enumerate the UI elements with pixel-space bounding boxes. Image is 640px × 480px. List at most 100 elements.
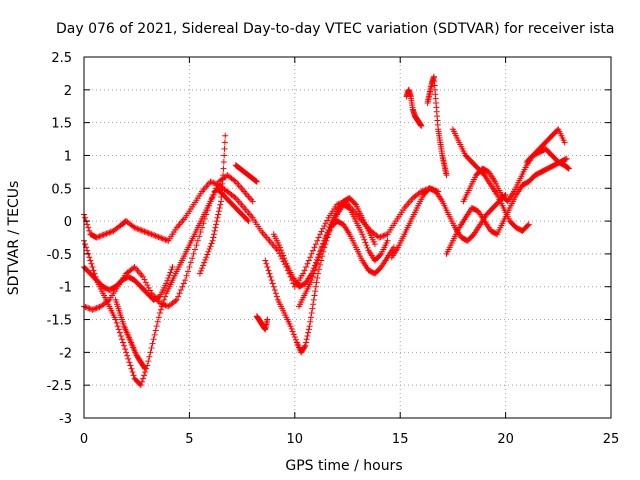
data-point xyxy=(84,221,91,228)
data-point xyxy=(215,208,222,215)
data-point xyxy=(89,306,96,313)
data-point xyxy=(99,232,106,239)
data-point xyxy=(311,292,318,299)
data-point xyxy=(231,194,238,201)
data-point xyxy=(210,191,217,198)
data-point xyxy=(177,287,184,294)
data-point xyxy=(145,230,152,237)
data-point xyxy=(135,226,142,233)
data-point xyxy=(210,234,217,241)
data-point xyxy=(163,302,170,309)
data-point xyxy=(301,267,308,274)
series-trace-b xyxy=(81,185,252,389)
y-tick-label: -1.5 xyxy=(47,314,72,329)
x-tick-label: 20 xyxy=(497,432,514,447)
data-point xyxy=(116,329,123,336)
data-point xyxy=(269,280,276,287)
data-point xyxy=(213,185,220,192)
data-point xyxy=(524,222,531,229)
y-tick-label: 2.5 xyxy=(51,51,72,66)
data-point xyxy=(265,267,272,274)
data-point xyxy=(267,273,274,280)
data-point xyxy=(220,159,227,166)
series-trace-k xyxy=(296,195,378,310)
data-point xyxy=(145,358,152,365)
data-point xyxy=(314,257,321,264)
data-point xyxy=(565,165,572,172)
data-point xyxy=(137,382,144,389)
data-point xyxy=(112,316,119,323)
x-tick-label: 10 xyxy=(287,432,304,447)
data-point xyxy=(264,316,271,323)
data-point xyxy=(193,242,200,249)
data-point xyxy=(152,327,159,334)
series-trace-g xyxy=(253,313,271,333)
data-point xyxy=(210,231,217,238)
data-point xyxy=(184,268,191,275)
series-trace-i xyxy=(262,201,391,356)
data-point xyxy=(197,229,204,236)
data-point xyxy=(272,290,279,297)
data-point xyxy=(221,145,228,152)
data-point xyxy=(183,272,190,279)
data-point xyxy=(150,336,157,343)
data-point xyxy=(319,244,326,251)
data-point xyxy=(154,318,161,325)
data-point xyxy=(213,221,220,228)
data-point xyxy=(93,305,100,312)
data-point xyxy=(156,234,163,241)
data-point xyxy=(137,226,144,233)
data-point xyxy=(180,280,187,287)
data-point xyxy=(161,236,168,243)
x-tick-label: 25 xyxy=(603,432,620,447)
data-point xyxy=(125,355,132,362)
data-point xyxy=(141,228,148,235)
data-point xyxy=(305,329,312,336)
data-point xyxy=(209,237,216,244)
data-point xyxy=(363,242,370,249)
data-point xyxy=(161,301,168,308)
data-point xyxy=(147,287,154,294)
y-axis-title: SDTVAR / TECUs xyxy=(6,181,22,296)
data-point xyxy=(153,323,160,330)
data-point xyxy=(148,344,155,351)
data-point xyxy=(315,234,322,241)
data-point xyxy=(312,283,319,290)
data-point xyxy=(126,359,133,366)
data-point xyxy=(318,228,325,235)
data-point xyxy=(262,257,269,264)
data-point xyxy=(132,225,139,232)
data-point xyxy=(97,232,104,239)
series-trace-l xyxy=(403,86,425,129)
data-point xyxy=(208,195,215,202)
data-point xyxy=(149,231,156,238)
data-point xyxy=(92,305,99,312)
data-point xyxy=(93,234,100,241)
data-point xyxy=(316,266,323,273)
data-point xyxy=(82,303,89,310)
x-axis-title: GPS time / hours xyxy=(285,458,402,474)
data-point xyxy=(249,198,256,205)
data-point xyxy=(314,237,321,244)
data-point xyxy=(141,364,148,371)
data-point xyxy=(182,277,189,284)
data-point xyxy=(84,247,91,254)
series-trace-j xyxy=(270,218,397,290)
data-point xyxy=(321,223,328,230)
data-point xyxy=(310,301,317,308)
data-point xyxy=(83,304,90,311)
data-point xyxy=(131,224,138,231)
data-point xyxy=(100,231,107,238)
data-point xyxy=(197,267,204,274)
data-point xyxy=(202,256,209,263)
data-point xyxy=(82,214,89,221)
data-point xyxy=(307,318,314,325)
data-point xyxy=(118,336,125,343)
data-point xyxy=(384,237,391,244)
data-point xyxy=(314,274,321,281)
y-tick-label: -2 xyxy=(59,346,72,361)
data-point xyxy=(140,273,147,280)
data-point xyxy=(138,227,145,234)
data-point xyxy=(418,188,425,195)
data-point xyxy=(324,217,331,224)
